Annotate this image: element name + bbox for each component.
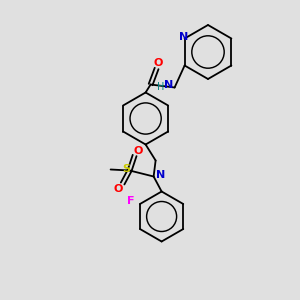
Text: O: O: [114, 184, 123, 194]
Text: S: S: [123, 164, 130, 175]
Text: H: H: [157, 82, 164, 92]
Text: F: F: [127, 196, 135, 206]
Text: N: N: [179, 32, 188, 43]
Text: N: N: [156, 170, 165, 181]
Text: O: O: [134, 146, 143, 155]
Text: O: O: [154, 58, 163, 68]
Text: N: N: [164, 80, 173, 91]
